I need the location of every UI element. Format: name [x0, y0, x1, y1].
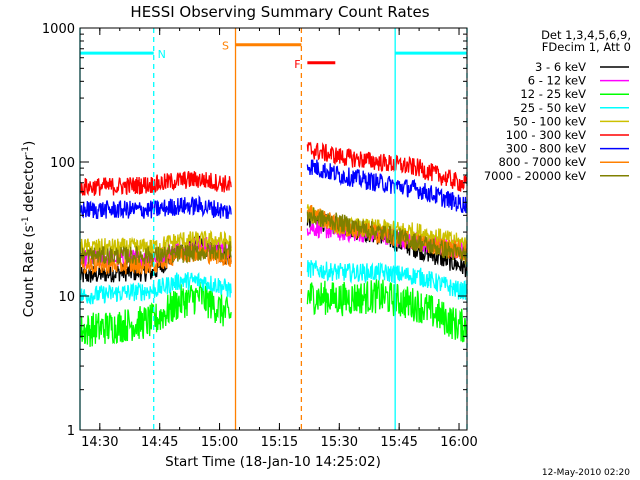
series-12-25-kev	[80, 279, 467, 347]
y-axis-label: Count Rate (s-1 detector-1)	[21, 141, 37, 317]
annotation-label-n: N	[158, 48, 166, 61]
series-line	[306, 141, 467, 192]
y-axis-label-mid: detector	[21, 155, 37, 217]
series-line	[306, 207, 467, 265]
y-axis-label-sup1: -1	[21, 216, 31, 225]
x-tick-label: 15:30	[321, 435, 358, 450]
y-tick-label: 10	[58, 290, 75, 305]
y-axis-label-end: )	[21, 141, 37, 146]
series-line	[80, 229, 232, 257]
legend-label: 25 - 50 keV	[520, 101, 586, 115]
legend-label: 12 - 25 keV	[520, 87, 586, 101]
x-tick-label: 14:30	[81, 435, 118, 450]
series-100-300-kev	[80, 141, 467, 197]
series-7000-20000-kev	[80, 207, 467, 267]
legend-label: 6 - 12 keV	[528, 74, 586, 88]
x-axis-label: Start Time (18-Jan-10 14:25:02)	[165, 454, 381, 470]
x-tick-label: 15:45	[380, 435, 417, 450]
series-line	[80, 241, 232, 267]
x-tick-label: 15:00	[201, 435, 238, 450]
legend-label: 3 - 6 keV	[535, 60, 586, 74]
legend-label: 100 - 300 keV	[506, 128, 586, 142]
annotation-label-s: S	[222, 40, 229, 53]
series-line	[306, 260, 467, 301]
y-tick-label: 1	[67, 424, 75, 439]
legend-label: 800 - 7000 keV	[498, 155, 586, 169]
legend-label: 50 - 100 keV	[513, 114, 586, 128]
y-axis: 1 10 100 1000	[42, 22, 467, 439]
series-25-50-kev	[80, 260, 467, 305]
series-line	[306, 279, 467, 343]
chart-title: HESSI Observing Summary Count Rates	[130, 3, 429, 21]
series-line	[80, 171, 232, 197]
x-axis: 14:30 14:45 15:00 15:15 15:30 15:45 16:00	[81, 28, 478, 450]
y-tick-label: 100	[50, 156, 75, 171]
detector-info-line1: Det 1,3,4,5,6,9,	[541, 28, 631, 42]
series-300-800-kev	[80, 159, 467, 220]
series-line	[306, 159, 467, 214]
y-axis-label-main: Count Rate (s	[21, 225, 37, 317]
legend-label: 300 - 800 keV	[506, 142, 586, 156]
footer-date: 12-May-2010 02:20	[542, 468, 630, 478]
legend-label: 7000 - 20000 keV	[484, 169, 586, 183]
series-line	[80, 194, 232, 220]
annotation-label-f: F	[294, 58, 300, 71]
x-tick-label: 14:45	[141, 435, 178, 450]
series-layer	[80, 141, 467, 347]
y-axis-label-sup2: -1	[21, 146, 31, 155]
x-tick-label: 15:15	[261, 435, 298, 450]
y-tick-label: 1000	[42, 22, 75, 37]
series-line	[80, 281, 232, 347]
annotation-layer: N S F	[80, 40, 467, 71]
series-line	[80, 271, 232, 305]
x-tick-label: 16:00	[440, 435, 477, 450]
detector-info-line2: FDecim 1, Att 0	[542, 40, 631, 54]
plot-frame	[79, 27, 468, 431]
